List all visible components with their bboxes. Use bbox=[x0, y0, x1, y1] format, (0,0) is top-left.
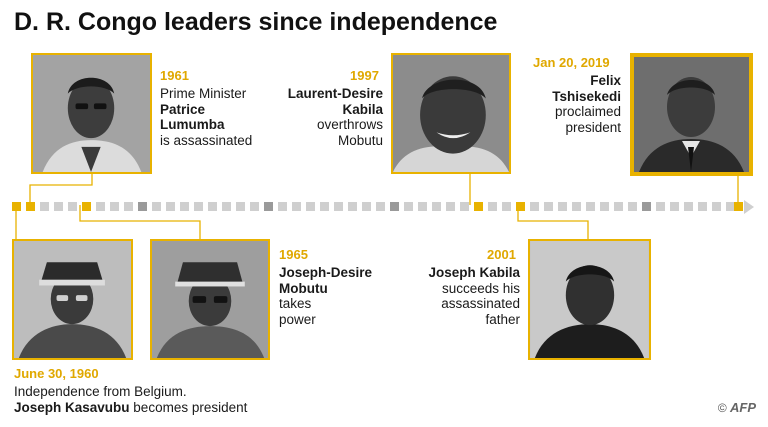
event-1965-date: 1965 bbox=[279, 247, 308, 262]
timeline-marker bbox=[138, 202, 147, 211]
timeline-marker bbox=[600, 202, 609, 211]
timeline-marker bbox=[712, 202, 721, 211]
timeline-marker bbox=[152, 202, 161, 211]
timeline-marker bbox=[726, 202, 735, 211]
timeline-marker bbox=[40, 202, 49, 211]
event-1960-date: June 30, 1960 bbox=[14, 366, 99, 381]
timeline-marker bbox=[586, 202, 595, 211]
timeline-marker bbox=[180, 202, 189, 211]
timeline-marker bbox=[404, 202, 413, 211]
timeline-marker bbox=[670, 202, 679, 211]
timeline-marker bbox=[628, 202, 637, 211]
photo-mobutu bbox=[150, 239, 270, 360]
timeline-marker bbox=[348, 202, 357, 211]
page-title: D. R. Congo leaders since independence bbox=[14, 8, 498, 36]
timeline-marker bbox=[68, 202, 77, 211]
timeline-marker bbox=[530, 202, 539, 211]
event-1960-text: Independence from Belgium. Joseph Kasavu… bbox=[14, 384, 248, 415]
timeline-marker bbox=[614, 202, 623, 211]
timeline-marker bbox=[306, 202, 315, 211]
event-1961-text: Prime Minister Patrice Lumumba is assass… bbox=[160, 86, 253, 148]
timeline-marker bbox=[208, 202, 217, 211]
timeline-marker bbox=[390, 202, 399, 211]
copyright-symbol: © bbox=[717, 401, 727, 415]
event-1997-text: Laurent-Desire Kabila overthrows Mobutu bbox=[287, 86, 383, 148]
timeline-marker-event bbox=[474, 202, 483, 211]
timeline-marker bbox=[502, 202, 511, 211]
timeline-marker-event bbox=[12, 202, 21, 211]
photo-lumumba bbox=[31, 53, 152, 174]
timeline-marker bbox=[572, 202, 581, 211]
timeline-arrow bbox=[744, 200, 754, 214]
timeline-marker-event bbox=[734, 202, 743, 211]
timeline-marker bbox=[292, 202, 301, 211]
timeline-marker bbox=[362, 202, 371, 211]
timeline-marker bbox=[194, 202, 203, 211]
timeline-marker bbox=[96, 202, 105, 211]
timeline-marker bbox=[488, 202, 497, 211]
timeline bbox=[12, 200, 754, 214]
photo-kasavubu bbox=[12, 239, 133, 360]
timeline-marker-event bbox=[82, 202, 91, 211]
event-1961-date: 1961 bbox=[160, 68, 189, 83]
timeline-marker bbox=[124, 202, 133, 211]
event-2019-text: Felix Tshisekedi proclaimed president bbox=[552, 73, 621, 135]
timeline-marker bbox=[320, 202, 329, 211]
timeline-marker bbox=[432, 202, 441, 211]
event-2001-text: Joseph Kabila succeeds his assassinated … bbox=[428, 265, 520, 327]
event-1997-date: 1997 bbox=[350, 68, 379, 83]
event-2019-date: Jan 20, 2019 bbox=[533, 55, 610, 70]
timeline-marker bbox=[446, 202, 455, 211]
photo-tshisekedi bbox=[630, 53, 753, 176]
timeline-marker bbox=[558, 202, 567, 211]
timeline-marker bbox=[684, 202, 693, 211]
timeline-marker bbox=[334, 202, 343, 211]
timeline-marker bbox=[460, 202, 469, 211]
timeline-marker bbox=[418, 202, 427, 211]
event-2001-date: 2001 bbox=[487, 247, 516, 262]
timeline-marker bbox=[110, 202, 119, 211]
afp-credit: © AFP bbox=[718, 400, 756, 415]
timeline-marker bbox=[166, 202, 175, 211]
timeline-marker bbox=[698, 202, 707, 211]
timeline-marker bbox=[250, 202, 259, 211]
timeline-marker bbox=[264, 202, 273, 211]
timeline-marker bbox=[236, 202, 245, 211]
timeline-marker bbox=[656, 202, 665, 211]
timeline-marker bbox=[222, 202, 231, 211]
photo-laurent-kabila bbox=[391, 53, 511, 174]
timeline-marker bbox=[278, 202, 287, 211]
timeline-marker bbox=[54, 202, 63, 211]
timeline-marker bbox=[376, 202, 385, 211]
event-1965-text: Joseph-Desire Mobutu takes power bbox=[279, 265, 373, 327]
timeline-marker bbox=[544, 202, 553, 211]
afp-logo: AFP bbox=[730, 400, 756, 415]
timeline-marker bbox=[642, 202, 651, 211]
photo-joseph-kabila bbox=[528, 239, 651, 360]
timeline-marker-event bbox=[516, 202, 525, 211]
timeline-marker-event bbox=[26, 202, 35, 211]
